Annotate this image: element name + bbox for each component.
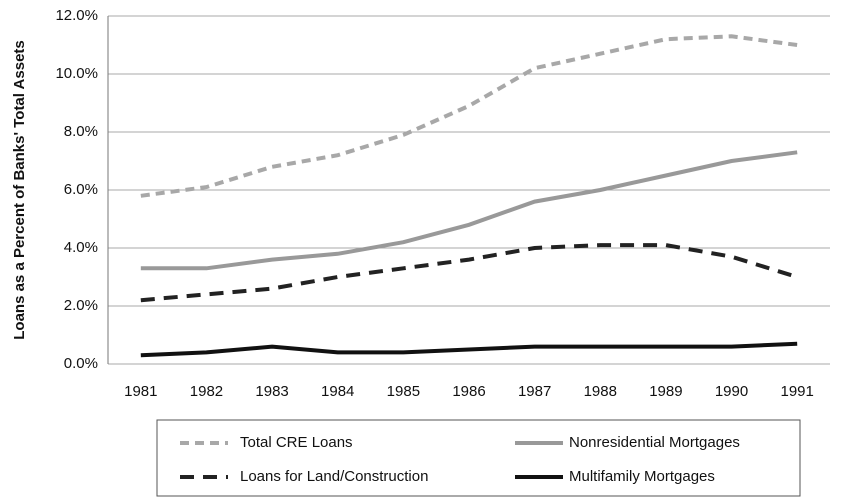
series-line — [140, 341, 798, 358]
y-axis-label: Loans as a Percent of Banks' Total Asset… — [11, 40, 28, 340]
x-tick-label: 1983 — [255, 383, 288, 400]
y-tick-label: 0.0% — [64, 355, 98, 372]
y-tick-label: 6.0% — [64, 181, 98, 198]
x-tick-label: 1987 — [518, 383, 551, 400]
y-tick-label: 10.0% — [55, 65, 98, 82]
series-line — [140, 34, 798, 198]
legend-label: Total CRE Loans — [240, 434, 353, 451]
x-tick-label: 1989 — [649, 383, 682, 400]
legend-label: Multifamily Mortgages — [569, 468, 715, 485]
y-tick-label: 8.0% — [64, 123, 98, 140]
x-tick-label: 1981 — [124, 383, 157, 400]
x-tick-label: 1985 — [387, 383, 420, 400]
legend-box — [156, 419, 801, 497]
legend-label: Nonresidential Mortgages — [569, 434, 740, 451]
x-tick-label: 1991 — [780, 383, 813, 400]
y-tick-label: 12.0% — [55, 7, 98, 24]
y-tick-label: 4.0% — [64, 239, 98, 256]
series-line — [140, 243, 798, 303]
x-tick-label: 1984 — [321, 383, 354, 400]
x-tick-label: 1982 — [190, 383, 223, 400]
series-line — [140, 150, 798, 271]
x-tick-label: 1988 — [584, 383, 617, 400]
legend-label: Loans for Land/Construction — [240, 468, 428, 485]
x-tick-label: 1986 — [452, 383, 485, 400]
y-tick-label: 2.0% — [64, 297, 98, 314]
x-tick-label: 1990 — [715, 383, 748, 400]
